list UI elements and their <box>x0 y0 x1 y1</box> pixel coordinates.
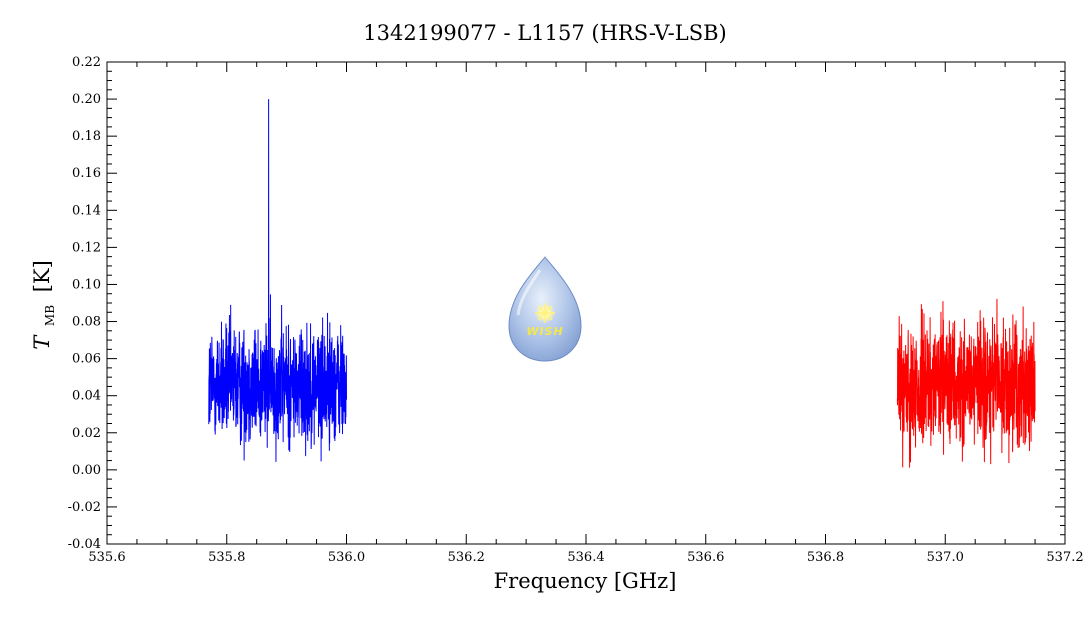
y-tick-label: 0.22 <box>72 55 101 70</box>
y-axis-label-sub: MB <box>43 305 57 326</box>
x-tick-label: 536.2 <box>448 550 485 565</box>
wish-logo: WISH <box>508 256 582 362</box>
wish-logo-text: WISH <box>526 325 563 338</box>
y-tick-label: 0.16 <box>72 166 101 181</box>
y-tick-label: 0.00 <box>72 463 101 478</box>
y-tick-label: 0.14 <box>72 203 101 218</box>
y-tick-label: 0.10 <box>72 277 101 292</box>
x-tick-label: 537.2 <box>1046 550 1083 565</box>
y-tick-label: 0.08 <box>72 315 101 330</box>
y-tick-label: 0.20 <box>72 92 101 107</box>
y-axis-label: T MB [K] <box>30 260 59 350</box>
y-tick-label: -0.04 <box>68 537 101 552</box>
x-tick-label: 536.8 <box>807 550 844 565</box>
x-tick-label: 536.6 <box>687 550 724 565</box>
y-tick-label: 0.12 <box>72 240 101 255</box>
x-tick-label: 537.0 <box>927 550 964 565</box>
spectrum-series-line <box>896 298 1036 468</box>
x-axis-label: Frequency [GHz] <box>494 569 677 593</box>
svg-text:T MB [K]: T MB [K] <box>30 260 59 350</box>
x-tick-label: 535.6 <box>88 550 125 565</box>
x-tick-label: 536.4 <box>567 550 604 565</box>
y-axis-label-main: T <box>30 334 54 350</box>
axes-frame <box>106 61 1066 545</box>
y-tick-label: 0.06 <box>72 352 101 367</box>
y-tick-label: 0.02 <box>72 426 101 441</box>
spectrum-series-line <box>208 99 347 462</box>
chart-title: 1342199077 - L1157 (HRS-V-LSB) <box>363 21 726 45</box>
plot-area: 535.6 535.8 536.0 536.2 536.4 536.6 536.8 537.0… <box>68 55 1084 565</box>
y-axis-label-unit: [K] <box>30 260 54 292</box>
y-tick-label: 0.18 <box>72 129 101 144</box>
y-tick-label: -0.02 <box>68 500 101 515</box>
y-tick-label: 0.04 <box>72 389 101 404</box>
x-tick-label: 535.8 <box>208 550 245 565</box>
x-tick-label: 536.0 <box>328 550 365 565</box>
